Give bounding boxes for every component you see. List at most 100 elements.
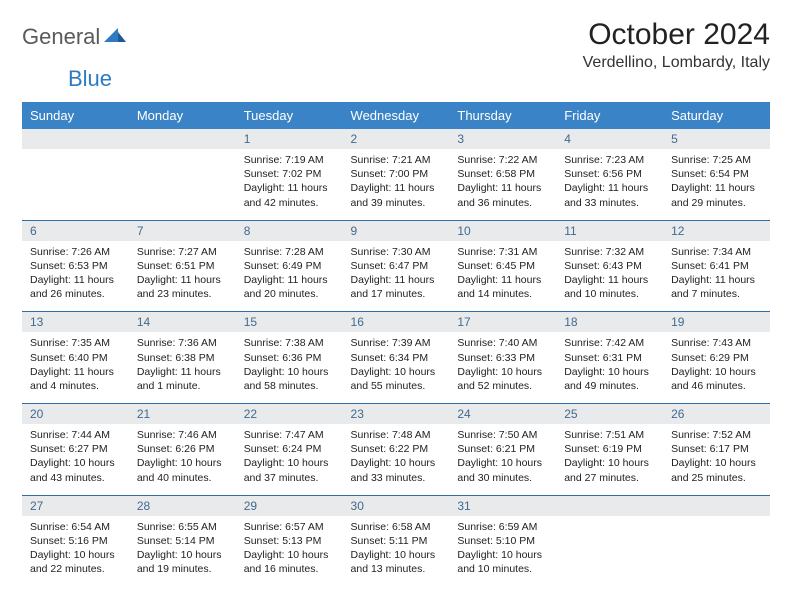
day-details: Sunrise: 7:48 AMSunset: 6:22 PMDaylight:… <box>343 424 450 495</box>
sunset-text: Sunset: 5:10 PM <box>457 534 548 548</box>
sunset-text: Sunset: 6:49 PM <box>244 259 335 273</box>
sunrise-text: Sunrise: 7:22 AM <box>457 153 548 167</box>
day-number: 12 <box>663 221 770 241</box>
logo-word2: Blue <box>22 66 112 92</box>
sunset-text: Sunset: 6:36 PM <box>244 351 335 365</box>
day-details: Sunrise: 7:27 AMSunset: 6:51 PMDaylight:… <box>129 241 236 312</box>
daylight-text: Daylight: 10 hours and 16 minutes. <box>244 548 335 576</box>
sunset-text: Sunset: 7:02 PM <box>244 167 335 181</box>
day-details: Sunrise: 7:42 AMSunset: 6:31 PMDaylight:… <box>556 332 663 403</box>
day-details: Sunrise: 7:47 AMSunset: 6:24 PMDaylight:… <box>236 424 343 495</box>
daylight-text: Daylight: 10 hours and 22 minutes. <box>30 548 121 576</box>
day-number: 20 <box>22 404 129 424</box>
day-details: Sunrise: 7:32 AMSunset: 6:43 PMDaylight:… <box>556 241 663 312</box>
day-number <box>556 496 663 516</box>
day-details: Sunrise: 6:57 AMSunset: 5:13 PMDaylight:… <box>236 516 343 587</box>
sunrise-text: Sunrise: 7:31 AM <box>457 245 548 259</box>
day-number: 31 <box>449 496 556 516</box>
sunset-text: Sunset: 6:58 PM <box>457 167 548 181</box>
daylight-text: Daylight: 10 hours and 37 minutes. <box>244 456 335 484</box>
day-details: Sunrise: 7:25 AMSunset: 6:54 PMDaylight:… <box>663 149 770 220</box>
day-number <box>129 129 236 149</box>
daylight-text: Daylight: 10 hours and 10 minutes. <box>457 548 548 576</box>
sunset-text: Sunset: 6:53 PM <box>30 259 121 273</box>
day-number: 25 <box>556 404 663 424</box>
day-number <box>22 129 129 149</box>
day-number: 4 <box>556 129 663 149</box>
daylight-text: Daylight: 10 hours and 58 minutes. <box>244 365 335 393</box>
day-details: Sunrise: 7:26 AMSunset: 6:53 PMDaylight:… <box>22 241 129 312</box>
day-number: 23 <box>343 404 450 424</box>
daylight-text: Daylight: 10 hours and 27 minutes. <box>564 456 655 484</box>
sunrise-text: Sunrise: 7:19 AM <box>244 153 335 167</box>
day-details: Sunrise: 7:36 AMSunset: 6:38 PMDaylight:… <box>129 332 236 403</box>
day-number <box>663 496 770 516</box>
sunset-text: Sunset: 6:26 PM <box>137 442 228 456</box>
sunrise-text: Sunrise: 7:34 AM <box>671 245 762 259</box>
day-details: Sunrise: 6:55 AMSunset: 5:14 PMDaylight:… <box>129 516 236 587</box>
day-number: 19 <box>663 312 770 332</box>
day-number: 7 <box>129 221 236 241</box>
day-number: 9 <box>343 221 450 241</box>
location-subtitle: Verdellino, Lombardy, Italy <box>583 54 770 72</box>
sunrise-text: Sunrise: 7:46 AM <box>137 428 228 442</box>
day-details: Sunrise: 7:52 AMSunset: 6:17 PMDaylight:… <box>663 424 770 495</box>
calendar-header-row: SundayMondayTuesdayWednesdayThursdayFrid… <box>22 102 770 129</box>
sunset-text: Sunset: 5:13 PM <box>244 534 335 548</box>
sunset-text: Sunset: 5:11 PM <box>351 534 442 548</box>
sunrise-text: Sunrise: 7:21 AM <box>351 153 442 167</box>
day-number: 3 <box>449 129 556 149</box>
day-number: 21 <box>129 404 236 424</box>
daylight-text: Daylight: 11 hours and 17 minutes. <box>351 273 442 301</box>
day-details: Sunrise: 7:43 AMSunset: 6:29 PMDaylight:… <box>663 332 770 403</box>
day-details <box>556 516 663 587</box>
daylight-text: Daylight: 11 hours and 39 minutes. <box>351 181 442 209</box>
daylight-text: Daylight: 11 hours and 42 minutes. <box>244 181 335 209</box>
sunset-text: Sunset: 6:47 PM <box>351 259 442 273</box>
daylight-text: Daylight: 11 hours and 33 minutes. <box>564 181 655 209</box>
sunrise-text: Sunrise: 6:54 AM <box>30 520 121 534</box>
daylight-text: Daylight: 10 hours and 49 minutes. <box>564 365 655 393</box>
sunset-text: Sunset: 6:34 PM <box>351 351 442 365</box>
sunrise-text: Sunrise: 7:42 AM <box>564 336 655 350</box>
sunrise-text: Sunrise: 7:25 AM <box>671 153 762 167</box>
daylight-text: Daylight: 10 hours and 52 minutes. <box>457 365 548 393</box>
day-number: 26 <box>663 404 770 424</box>
daylight-text: Daylight: 11 hours and 10 minutes. <box>564 273 655 301</box>
sunrise-text: Sunrise: 7:23 AM <box>564 153 655 167</box>
sunset-text: Sunset: 6:41 PM <box>671 259 762 273</box>
daylight-text: Daylight: 11 hours and 14 minutes. <box>457 273 548 301</box>
day-details <box>129 149 236 220</box>
day-details: Sunrise: 7:22 AMSunset: 6:58 PMDaylight:… <box>449 149 556 220</box>
day-details: Sunrise: 7:21 AMSunset: 7:00 PMDaylight:… <box>343 149 450 220</box>
daylight-text: Daylight: 10 hours and 25 minutes. <box>671 456 762 484</box>
calendar-table: SundayMondayTuesdayWednesdayThursdayFrid… <box>22 102 770 586</box>
daylight-text: Daylight: 11 hours and 4 minutes. <box>30 365 121 393</box>
day-number: 11 <box>556 221 663 241</box>
daylight-text: Daylight: 10 hours and 43 minutes. <box>30 456 121 484</box>
day-number: 27 <box>22 496 129 516</box>
logo-triangle-icon <box>104 26 126 49</box>
sunrise-text: Sunrise: 6:55 AM <box>137 520 228 534</box>
sunset-text: Sunset: 5:14 PM <box>137 534 228 548</box>
day-number: 30 <box>343 496 450 516</box>
day-details: Sunrise: 7:23 AMSunset: 6:56 PMDaylight:… <box>556 149 663 220</box>
sunrise-text: Sunrise: 6:57 AM <box>244 520 335 534</box>
day-header: Friday <box>556 102 663 129</box>
daylight-text: Daylight: 11 hours and 29 minutes. <box>671 181 762 209</box>
day-number: 29 <box>236 496 343 516</box>
day-details: Sunrise: 6:59 AMSunset: 5:10 PMDaylight:… <box>449 516 556 587</box>
sunset-text: Sunset: 6:54 PM <box>671 167 762 181</box>
day-number: 17 <box>449 312 556 332</box>
sunrise-text: Sunrise: 7:27 AM <box>137 245 228 259</box>
day-number: 28 <box>129 496 236 516</box>
sunset-text: Sunset: 6:21 PM <box>457 442 548 456</box>
sunset-text: Sunset: 6:45 PM <box>457 259 548 273</box>
day-number: 5 <box>663 129 770 149</box>
daylight-text: Daylight: 11 hours and 20 minutes. <box>244 273 335 301</box>
sunrise-text: Sunrise: 7:30 AM <box>351 245 442 259</box>
day-details: Sunrise: 7:44 AMSunset: 6:27 PMDaylight:… <box>22 424 129 495</box>
day-details: Sunrise: 7:31 AMSunset: 6:45 PMDaylight:… <box>449 241 556 312</box>
day-header: Saturday <box>663 102 770 129</box>
sunset-text: Sunset: 6:56 PM <box>564 167 655 181</box>
